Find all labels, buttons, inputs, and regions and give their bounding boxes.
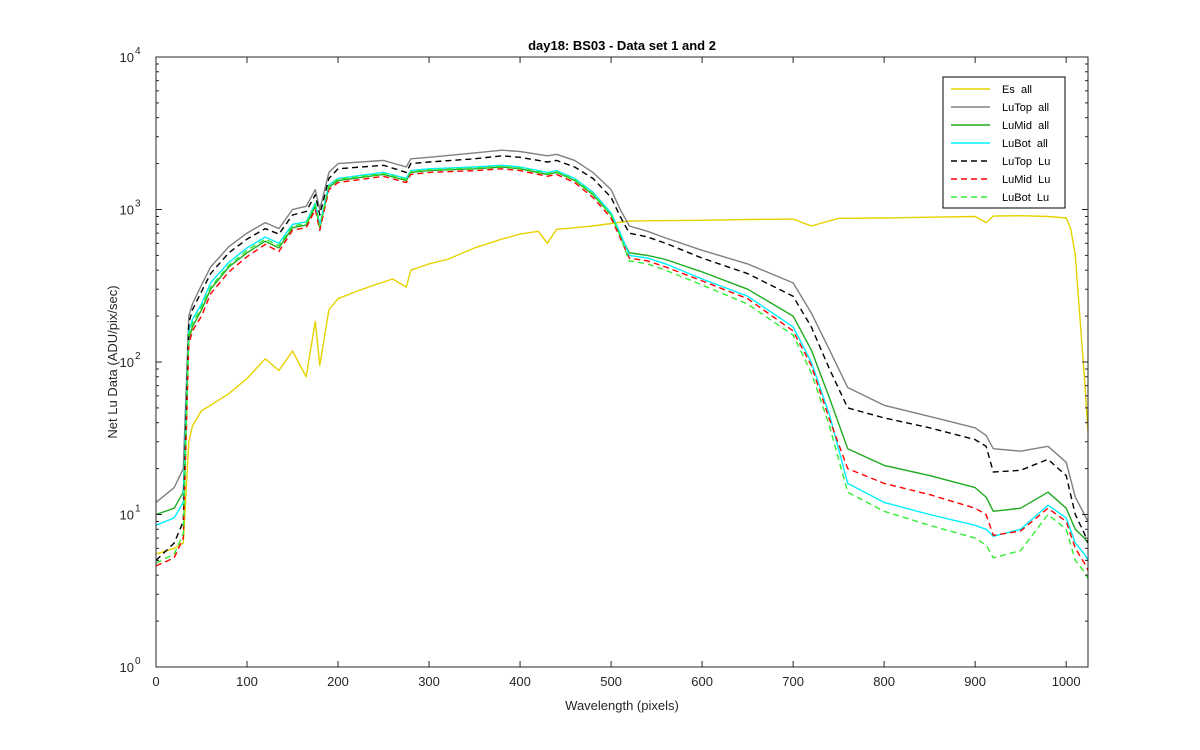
x-tick-label: 700 — [782, 674, 804, 689]
y-tick-exponent: 4 — [135, 46, 141, 57]
y-tick-label: 10 — [120, 355, 134, 370]
legend-label: LuTop all — [1002, 102, 1049, 114]
y-tick-label: 10 — [120, 660, 134, 675]
x-tick-label: 100 — [236, 674, 258, 689]
series-line-2 — [155, 149, 1089, 522]
x-tick-label: 900 — [964, 674, 986, 689]
x-tick-label: 400 — [509, 674, 531, 689]
series-layer — [155, 149, 1089, 579]
series-line-4 — [155, 164, 1089, 561]
series-line-3 — [155, 166, 1089, 544]
series-line-6 — [155, 168, 1089, 571]
legend: Es all LuTop all LuMid all LuBot all LuTop L… — [942, 76, 1066, 209]
legend-label: LuTop Lu — [1002, 156, 1050, 168]
legend-label: LuMid Lu — [1002, 174, 1050, 186]
x-tick-label: 800 — [873, 674, 895, 689]
x-tick-label: 0 — [152, 674, 159, 689]
y-tick-label: 10 — [120, 203, 134, 218]
y-tick-exponent: 1 — [135, 504, 141, 515]
x-tick-label: 500 — [600, 674, 622, 689]
y-tick-exponent: 3 — [135, 199, 141, 210]
x-axis-label: Wavelength (pixels) — [565, 698, 679, 713]
y-axis-label: Net Lu Data (ADU/pix/sec) — [105, 285, 120, 438]
legend-label: LuBot Lu — [1002, 192, 1049, 204]
legend-label: LuMid all — [1002, 120, 1049, 132]
y-tick-exponent: 2 — [135, 351, 141, 362]
x-tick-label: 200 — [327, 674, 349, 689]
y-tick-base: 10 — [120, 50, 134, 65]
series-line-1 — [155, 214, 1089, 555]
x-tick-label: 1000 — [1052, 674, 1081, 689]
y-tick-exponent: 0 — [135, 656, 141, 667]
y-tick-base: 10 — [120, 203, 134, 218]
y-tick-base: 10 — [120, 508, 134, 523]
y-tick-label: 10 — [120, 50, 134, 65]
y-tick-base: 10 — [120, 355, 134, 370]
chart-title: day18: BS03 - Data set 1 and 2 — [528, 38, 716, 53]
y-tick-label: 10 — [120, 508, 134, 523]
x-tick-label: 600 — [691, 674, 713, 689]
legend-label: LuBot all — [1002, 138, 1048, 150]
plot-area — [156, 57, 1088, 667]
series-line-5 — [155, 155, 1089, 561]
y-tick-base: 10 — [120, 660, 134, 675]
x-tick-label: 300 — [418, 674, 440, 689]
legend-label: Es all — [1002, 84, 1032, 96]
